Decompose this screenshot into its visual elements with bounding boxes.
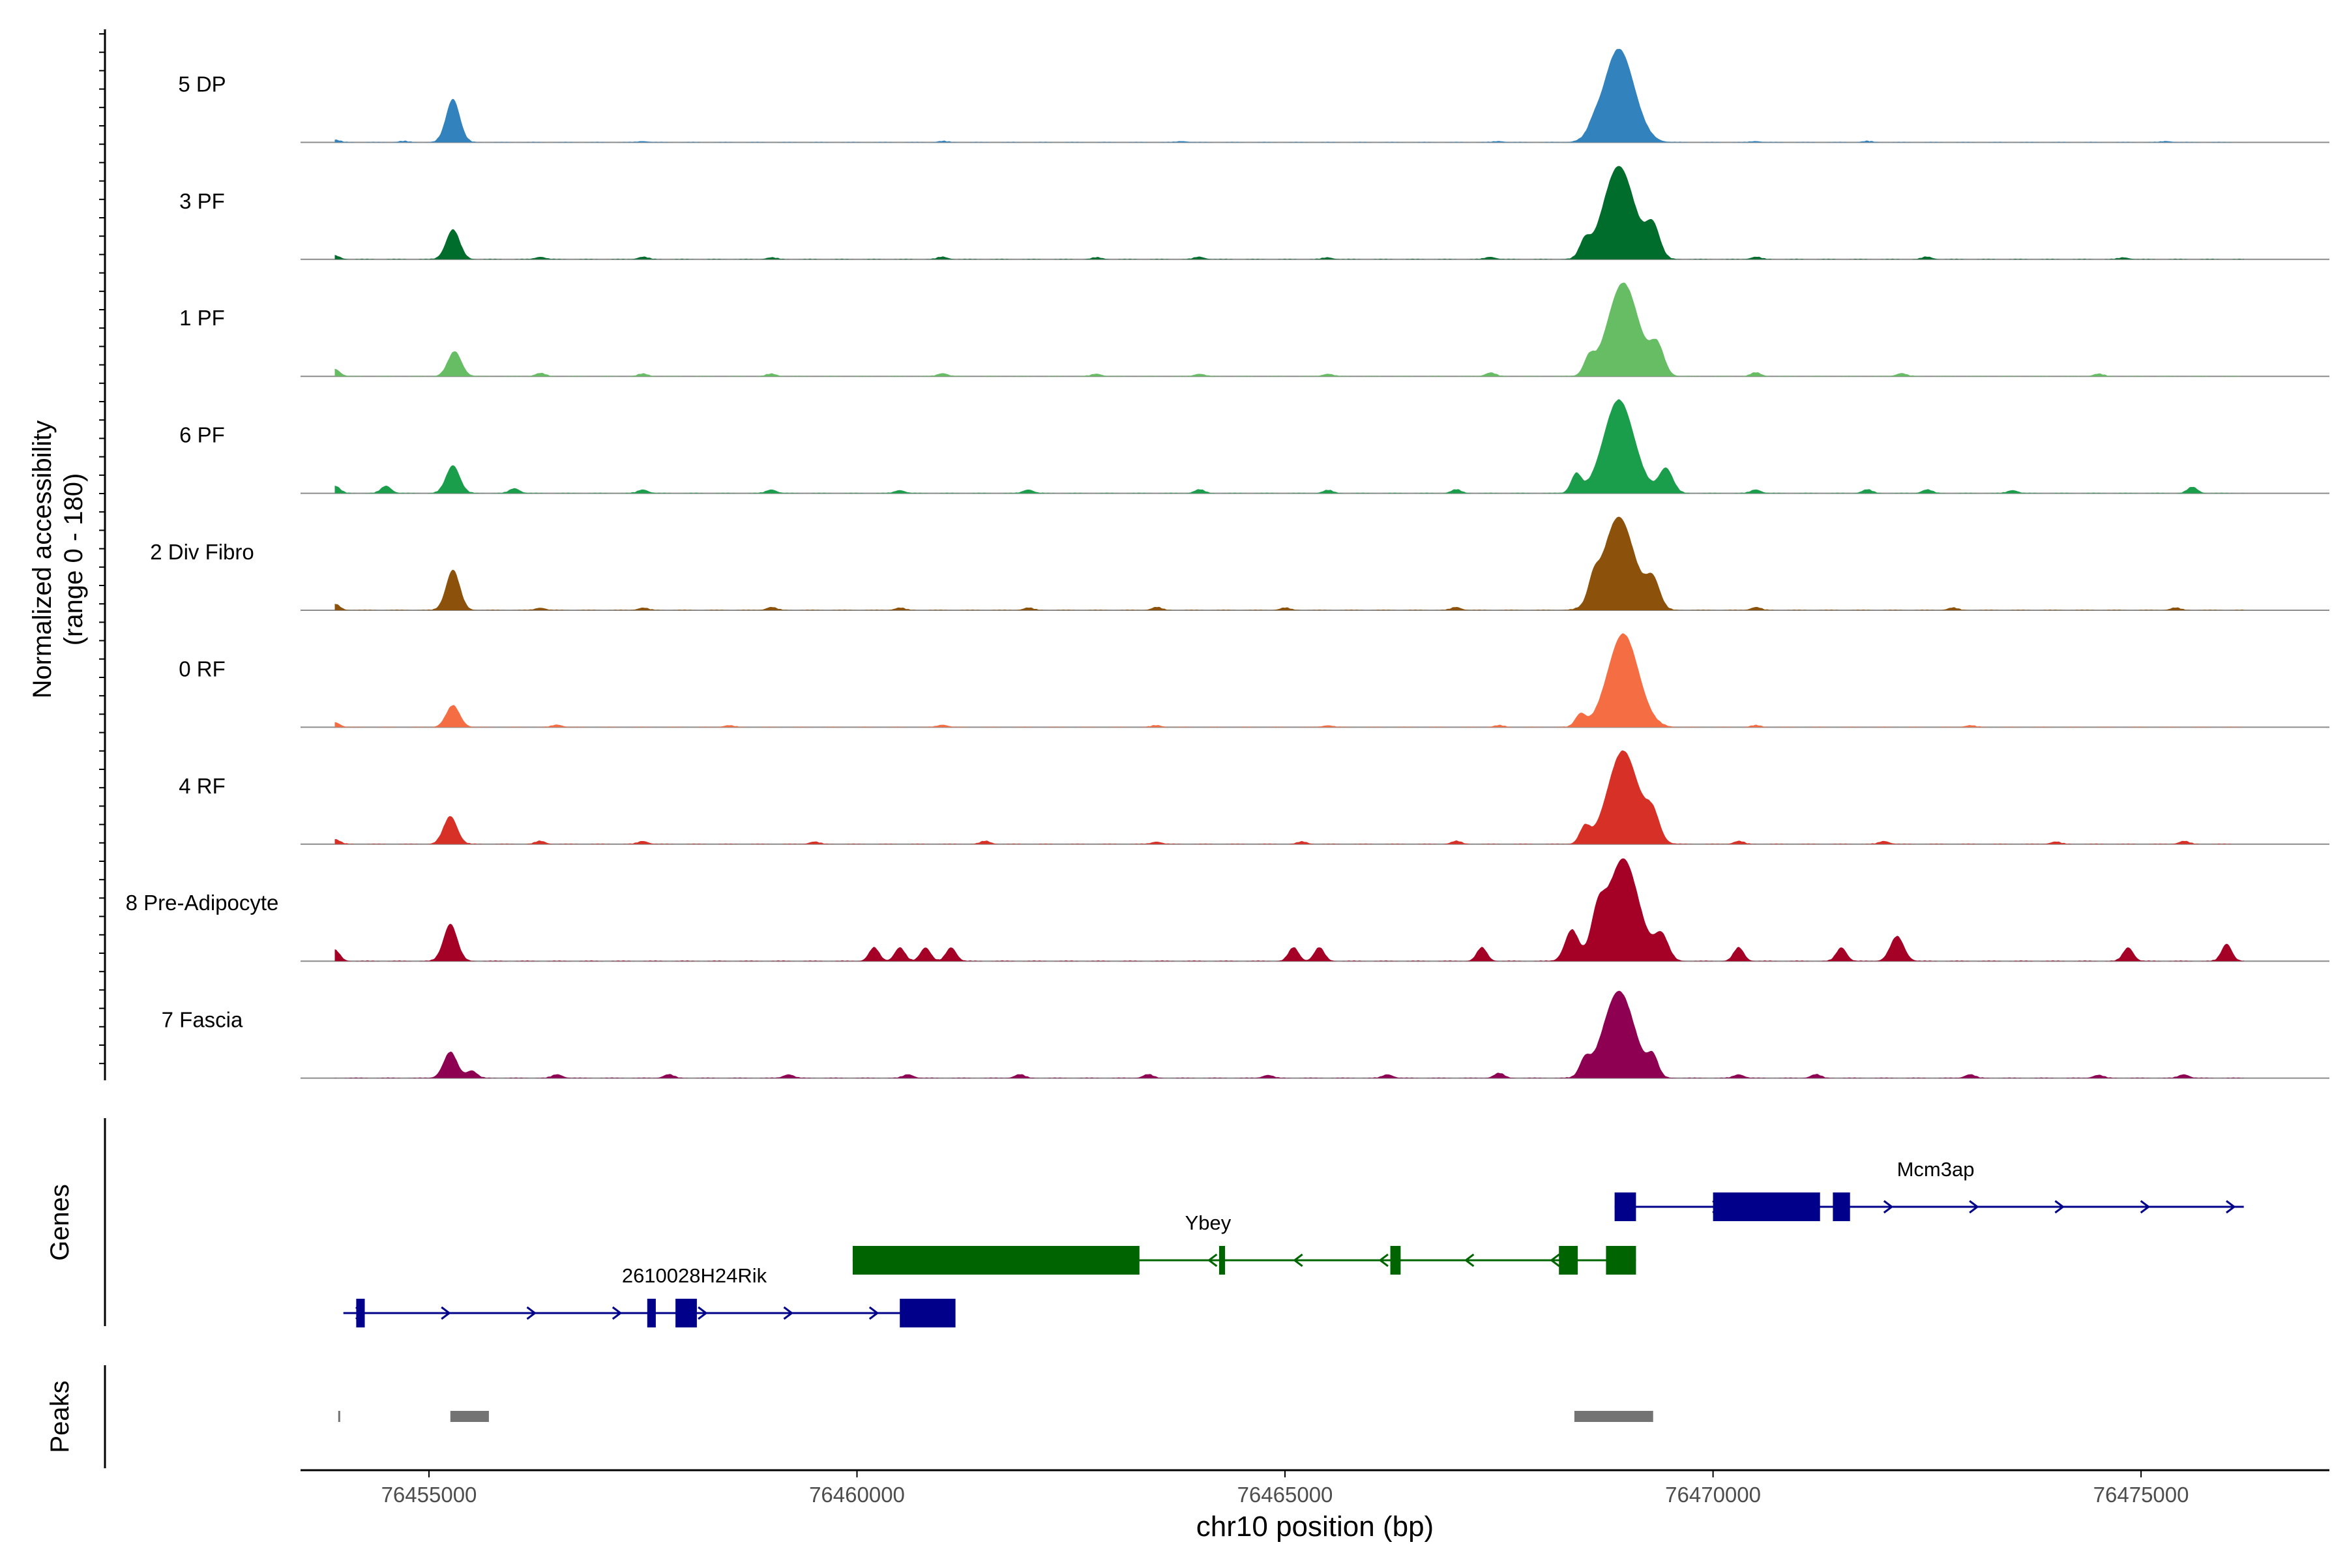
x-tick-label: 76470000 xyxy=(1665,1483,1761,1507)
peak-region xyxy=(1574,1411,1653,1422)
coverage-track: 6 PF xyxy=(179,399,2329,494)
strand-chevron xyxy=(526,1306,537,1320)
gene-exon xyxy=(356,1299,365,1327)
coverage-area xyxy=(334,282,2244,377)
gene-exon xyxy=(675,1299,697,1327)
gene-model: 2610028H24Rik xyxy=(343,1264,956,1327)
gene-exon xyxy=(1614,1192,1636,1221)
strand-chevron xyxy=(868,1306,879,1320)
gene-exon xyxy=(1559,1246,1578,1275)
strand-chevron xyxy=(2140,1200,2151,1214)
x-tick-label: 76475000 xyxy=(2093,1483,2189,1507)
genes-axis-title: Genes xyxy=(46,1184,74,1261)
coverage-track: 0 RF xyxy=(179,633,2329,728)
strand-chevron xyxy=(1550,1253,1560,1267)
x-axis-title: chr10 position (bp) xyxy=(1196,1511,1434,1543)
strand-chevron xyxy=(2226,1200,2236,1214)
x-axis: 76455000 76460000 76465000 76470000 76475000… xyxy=(301,1469,2329,1543)
coverage-area xyxy=(334,516,2244,610)
x-axis-ticks: 76455000 76460000 76465000 76470000 76475000 xyxy=(381,1470,2189,1507)
coverage-area xyxy=(334,49,2244,143)
track-label: 5 DP xyxy=(178,72,226,96)
gene-exon xyxy=(1390,1246,1401,1275)
gene-model: Ybey xyxy=(852,1211,1636,1275)
peak-regions xyxy=(338,1411,1653,1422)
x-tick-label: 76455000 xyxy=(381,1483,477,1507)
peaks-panel: Peaks xyxy=(46,1365,1653,1468)
x-tick-label: 76465000 xyxy=(1237,1483,1333,1507)
x-tick-label: 76460000 xyxy=(809,1483,905,1507)
gene-exon xyxy=(647,1299,656,1327)
gene-exon xyxy=(1606,1246,1636,1275)
gene-label: Mcm3ap xyxy=(1897,1158,1975,1181)
y-axis-ticks xyxy=(99,33,105,1065)
peak-region xyxy=(338,1411,340,1422)
gene-models: Mcm3ap Ybey 2610028H24Rik xyxy=(343,1158,2244,1327)
coverage-area xyxy=(334,750,2244,844)
strand-chevron xyxy=(1293,1253,1303,1267)
track-label: 6 PF xyxy=(179,423,225,447)
gene-label: Ybey xyxy=(1185,1211,1232,1234)
coverage-track: 1 PF xyxy=(179,282,2329,377)
gene-exon xyxy=(1713,1192,1820,1221)
peak-region xyxy=(450,1411,489,1422)
track-label: 4 RF xyxy=(179,774,226,798)
coverage-track: 4 RF xyxy=(179,750,2329,845)
strand-chevron xyxy=(1969,1200,1979,1214)
coverage-area xyxy=(334,633,2244,728)
coverage-track: 8 Pre-Adipocyte xyxy=(126,858,2329,962)
y-axis: Normalized accessibility (range 0 - 180) xyxy=(28,29,106,1080)
genes-panel: Genes Mcm3ap Ybey 2610028H24Rik xyxy=(46,1118,2244,1327)
gene-exon xyxy=(852,1246,1140,1275)
track-label: 1 PF xyxy=(179,306,225,330)
track-label: 7 Fascia xyxy=(162,1008,243,1032)
coverage-track: 5 DP xyxy=(178,49,2329,143)
coverage-tracks: 5 DP 3 PF 1 PF 6 PF 2 Div Fibro 0 RF 4 RF 8 Pre… xyxy=(126,49,2329,1079)
gene-exon xyxy=(1833,1192,1850,1221)
gene-exon xyxy=(900,1299,956,1327)
strand-chevron xyxy=(1207,1253,1218,1267)
gene-label: 2610028H24Rik xyxy=(622,1264,767,1287)
peaks-axis-title: Peaks xyxy=(46,1380,74,1453)
strand-chevron xyxy=(783,1306,793,1320)
strand-chevron xyxy=(1378,1253,1389,1267)
coverage-track: 7 Fascia xyxy=(162,990,2329,1079)
gene-model: Mcm3ap xyxy=(1614,1158,2244,1221)
coverage-area xyxy=(334,166,2244,259)
gene-exon xyxy=(1218,1246,1226,1275)
track-label: 0 RF xyxy=(179,657,226,681)
y-axis-title-line1: Normalized accessibility xyxy=(28,421,57,699)
strand-chevron xyxy=(2054,1200,2065,1214)
coverage-track: 2 Div Fibro xyxy=(150,516,2329,611)
track-label: 8 Pre-Adipocyte xyxy=(126,891,279,915)
coverage-track: 3 PF xyxy=(179,166,2329,260)
strand-chevron xyxy=(1883,1200,1894,1214)
coverage-area xyxy=(334,399,2244,494)
coverage-area xyxy=(334,858,2244,962)
track-label: 3 PF xyxy=(179,189,225,213)
strand-chevron xyxy=(612,1306,623,1320)
strand-chevron xyxy=(698,1306,708,1320)
track-label: 2 Div Fibro xyxy=(150,540,254,564)
y-axis-title-line2: (range 0 - 180) xyxy=(59,473,88,646)
strand-chevron xyxy=(441,1306,451,1320)
strand-chevron xyxy=(1464,1253,1475,1267)
coverage-area xyxy=(334,990,2244,1078)
